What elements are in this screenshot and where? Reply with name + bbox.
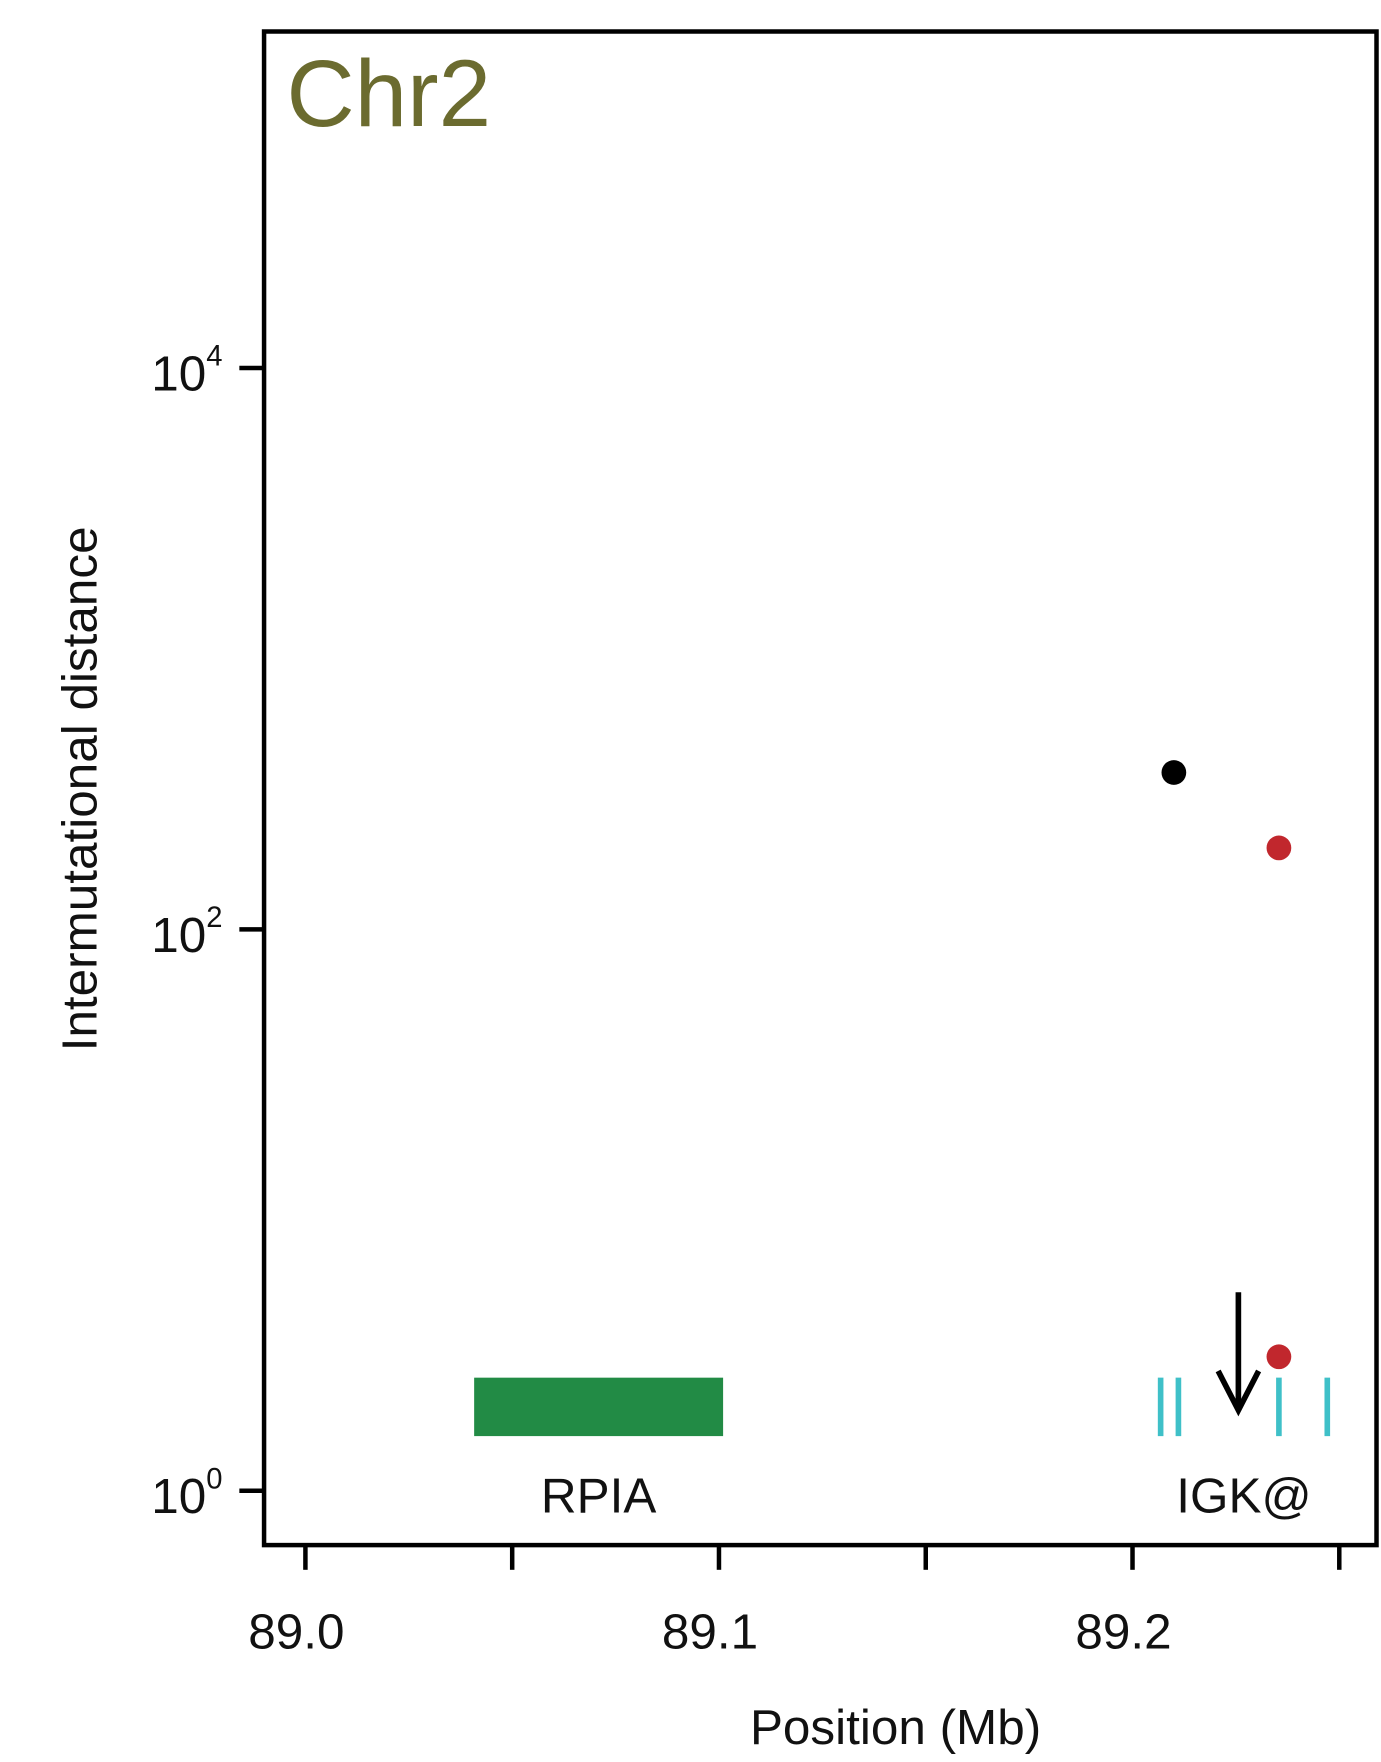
y-tick-exponent: 4: [206, 341, 222, 373]
kataegis-arrow: [1215, 1292, 1262, 1417]
y-tick-label: 104: [151, 341, 222, 402]
gene-label: RPIA: [541, 1469, 656, 1524]
point: [1266, 835, 1292, 861]
x-axis-label: Position (Mb): [750, 1700, 1041, 1755]
chart-title: Chr2: [287, 42, 492, 147]
x-tick-label: 89.2: [1075, 1604, 1171, 1659]
y-axis-label: Intermutational distance: [53, 526, 108, 1051]
arrow-head: [1215, 1369, 1262, 1417]
y-tick-exponent: 2: [206, 902, 222, 934]
point: [1161, 760, 1187, 785]
y-tick-exponent: 0: [206, 1463, 222, 1495]
x-tick-label: 89.1: [662, 1604, 758, 1659]
plot-frame: [261, 29, 1379, 1548]
gene-bar: [474, 1377, 724, 1437]
point: [1266, 1344, 1292, 1370]
y-tick-label: 100: [151, 1463, 222, 1524]
y-tick-base: 10: [151, 1469, 206, 1524]
y-tick-label: 102: [151, 902, 222, 963]
y-tick-base: 10: [151, 908, 206, 963]
x-tick-label: 89.0: [248, 1604, 344, 1659]
gene-label: IGK@: [1176, 1469, 1311, 1524]
y-tick-base: 10: [151, 346, 206, 401]
